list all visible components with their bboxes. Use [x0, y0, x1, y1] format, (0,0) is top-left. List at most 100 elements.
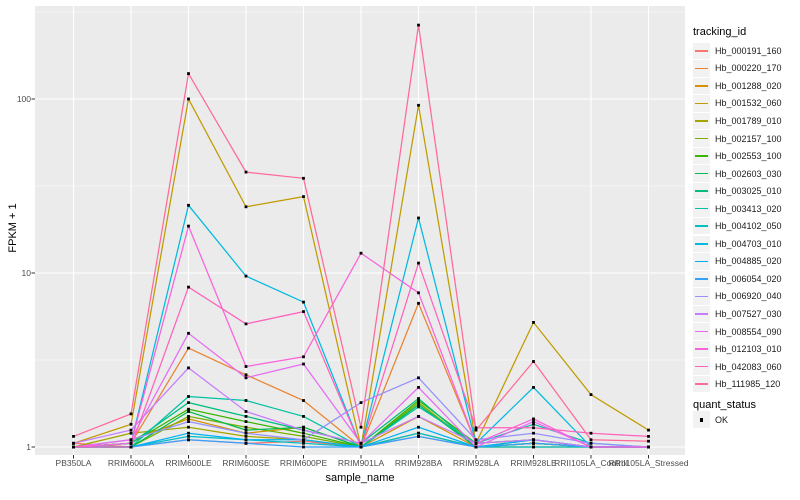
- line-swatch-icon: [695, 172, 708, 175]
- data-point: [302, 399, 305, 402]
- point-swatch-icon: [699, 417, 704, 422]
- legend-item: Hb_111985_120: [693, 375, 799, 393]
- line-swatch-icon: [695, 330, 708, 333]
- data-point: [187, 285, 190, 289]
- data-point: [417, 415, 420, 418]
- data-point: [589, 393, 593, 396]
- line-swatch-icon: [695, 278, 708, 280]
- data-point: [244, 428, 248, 432]
- data-point: [244, 431, 248, 435]
- data-point: [187, 431, 190, 435]
- y-tick-label: 10: [21, 267, 31, 278]
- legend-item-label: Hb_111985_120: [715, 379, 781, 390]
- data-point: [244, 415, 248, 418]
- data-point: [187, 401, 190, 404]
- legend-key: [693, 358, 710, 375]
- data-point: [187, 203, 190, 207]
- data-point: [532, 360, 535, 363]
- data-point: [302, 441, 305, 445]
- data-point: [302, 438, 305, 442]
- data-point: [187, 435, 190, 438]
- legend-title-quant-status: quant_status: [693, 398, 756, 411]
- data-point: [417, 403, 420, 407]
- data-point: [359, 401, 363, 404]
- legend-key: [693, 323, 710, 340]
- data-point: [244, 170, 248, 174]
- legend-item-label: Hb_003025_010: [715, 186, 782, 197]
- x-tick-label: RRIM928BA: [394, 458, 443, 468]
- data-point: [589, 438, 593, 442]
- line-swatch-icon: [695, 85, 708, 87]
- data-point: [244, 322, 248, 326]
- data-point: [532, 426, 535, 430]
- legend-key: [693, 253, 710, 270]
- data-point: [417, 399, 420, 402]
- legend-key: [693, 340, 710, 358]
- line-swatch-icon: [695, 383, 708, 385]
- legend-item-label: Hb_006054_020: [715, 273, 782, 284]
- data-point: [129, 438, 133, 442]
- data-point: [302, 310, 305, 313]
- data-point: [417, 435, 420, 438]
- line-swatch-icon: [695, 137, 708, 140]
- legend-item: Hb_000191_160: [693, 42, 799, 60]
- line-swatch-icon: [695, 207, 708, 210]
- line-swatch-icon: [695, 120, 708, 122]
- legend-item: Hb_004102_050: [693, 217, 799, 235]
- data-point: [417, 401, 420, 404]
- legend-key: [693, 112, 710, 130]
- data-point: [187, 346, 190, 350]
- data-point: [532, 420, 535, 423]
- data-point: [302, 428, 305, 432]
- data-point: [532, 321, 535, 324]
- legend-item: Hb_042083_060: [693, 358, 799, 376]
- x-tick-label: RRIM600LE: [165, 458, 212, 468]
- data-point: [244, 365, 248, 368]
- legend-key: [693, 182, 710, 200]
- data-point: [647, 445, 650, 449]
- data-point: [302, 445, 305, 449]
- legend-item: Hb_004885_020: [693, 253, 799, 271]
- legend-item-label: Hb_001288_020: [715, 80, 782, 91]
- data-point: [647, 428, 650, 432]
- data-point: [302, 435, 305, 438]
- data-point: [589, 431, 593, 435]
- data-point: [359, 425, 363, 429]
- data-point: [417, 23, 420, 27]
- data-point: [302, 362, 305, 366]
- data-point: [302, 415, 305, 418]
- data-point: [187, 410, 190, 413]
- data-point: [187, 224, 190, 228]
- data-point: [474, 426, 478, 430]
- x-tick-label: RRIM600SE: [222, 458, 270, 468]
- legend-item-label: Hb_003413_020: [715, 203, 782, 214]
- data-point: [244, 205, 248, 209]
- data-point: [187, 407, 190, 411]
- data-point: [244, 438, 248, 442]
- line-swatch-icon: [695, 67, 708, 70]
- legend-item: Hb_001532_060: [693, 95, 799, 113]
- data-point: [474, 428, 478, 432]
- x-tick-label: RRIM600PE: [279, 458, 328, 468]
- y-axis-tick-labels: 100 10 1: [0, 0, 31, 500]
- data-point: [244, 376, 248, 380]
- legend-item: Hb_012103_010: [693, 340, 799, 358]
- legend-key: [693, 217, 710, 235]
- data-point: [532, 445, 535, 449]
- legend-item: Hb_002603_030: [693, 165, 799, 183]
- data-point: [129, 422, 133, 426]
- data-point: [474, 438, 478, 442]
- legend-item-label: Hb_001789_010: [715, 115, 782, 126]
- line-swatch-icon: [695, 102, 708, 105]
- legend-key: [693, 42, 710, 60]
- data-point: [359, 445, 363, 449]
- data-point: [72, 445, 75, 449]
- legend-item-label: Hb_006920_040: [715, 291, 782, 302]
- legend-item-label: Hb_012103_010: [715, 344, 782, 355]
- legend-item-label: Hb_004885_020: [715, 256, 782, 267]
- data-point: [244, 373, 248, 377]
- legend-item-label: Hb_000191_160: [715, 45, 782, 56]
- data-point: [129, 428, 133, 432]
- legend-key: [693, 200, 710, 217]
- x-axis-title: sample_name: [325, 472, 395, 484]
